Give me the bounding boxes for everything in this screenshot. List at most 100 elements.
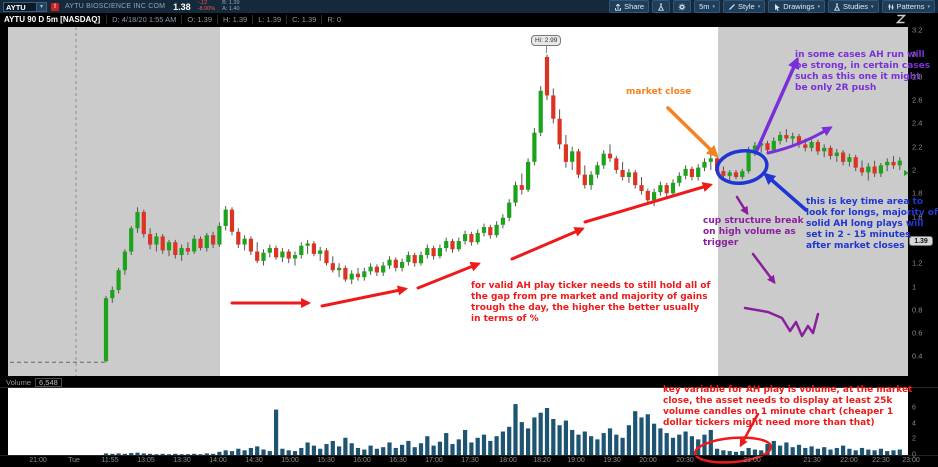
candle-body — [670, 182, 676, 194]
bid: B: 1.39 — [222, 0, 240, 6]
volume-bar — [406, 440, 411, 455]
volume-bar — [292, 451, 298, 455]
candle-body — [513, 185, 518, 203]
volume-bar — [557, 425, 562, 455]
candle-body — [570, 151, 575, 162]
studies-button[interactable]: Studies ▾ — [828, 0, 879, 13]
premarket-session-bg — [8, 27, 220, 376]
price-tick-label: 1.2 — [912, 258, 923, 268]
ohlc-segment: H: 1.39 — [217, 15, 252, 24]
candle-body — [311, 243, 316, 254]
button-label: Share — [624, 2, 645, 11]
candle-body — [387, 259, 392, 266]
time-tick-label: 18:20 — [533, 457, 551, 464]
volume-bar — [500, 431, 505, 455]
candle-body — [721, 171, 726, 176]
candle-body — [689, 168, 694, 177]
volume-bar — [160, 453, 165, 455]
candle-body — [796, 136, 802, 145]
volume-bar — [822, 447, 827, 455]
ohlc-segment: C: 1.39 — [286, 15, 321, 24]
volume-bar — [752, 449, 757, 455]
annotation-arrow — [751, 252, 776, 285]
candle-body — [853, 157, 858, 168]
annotation-arrow — [320, 285, 408, 308]
time-axis[interactable] — [0, 455, 938, 467]
5m-button[interactable]: 5m ▾ — [694, 0, 721, 13]
ohlc-segment: R: 0 — [321, 15, 346, 24]
candle-body — [702, 161, 707, 168]
flask-button[interactable] — [652, 0, 671, 13]
candle-body — [110, 289, 115, 299]
candle-body — [696, 167, 701, 177]
time-tick-label: 20:00 — [639, 457, 657, 464]
volume-bar — [129, 453, 134, 455]
share-button[interactable]: Share — [609, 0, 650, 13]
ohlc-segment: L: 1.39 — [252, 15, 286, 24]
volume-bar — [589, 436, 594, 455]
candle-body — [437, 248, 442, 257]
volume-bar — [122, 453, 127, 455]
annotation-cup-structure: cup structure break on high volume as tr… — [703, 216, 804, 248]
time-tick-label: 22:30 — [872, 457, 890, 464]
candle-body — [463, 234, 468, 242]
price-tick-label: 0.6 — [912, 328, 923, 338]
volume-bar — [318, 448, 323, 455]
candle-body — [607, 153, 613, 159]
ohlc-segment: O: 1.39 — [181, 15, 217, 24]
candles — [103, 54, 902, 363]
candle-body — [242, 238, 247, 245]
alert-badge[interactable]: ! — [51, 2, 59, 11]
gear-button[interactable] — [673, 0, 692, 13]
candle-body — [633, 172, 638, 186]
gear-icon — [678, 3, 686, 10]
candle-body — [765, 143, 770, 151]
volume-bar — [154, 454, 159, 455]
flask-icon — [658, 3, 665, 11]
volume-bar — [664, 433, 669, 455]
candle-body — [305, 243, 310, 246]
volume-bar — [828, 449, 833, 455]
candle-body — [299, 245, 304, 256]
volume-bar — [683, 431, 688, 455]
volume-bar — [418, 443, 424, 455]
regular-session-bg — [220, 27, 718, 376]
candle-body — [500, 217, 505, 225]
volume-bar — [670, 437, 676, 455]
annotation-ellipse — [693, 436, 773, 464]
volume-bar — [481, 434, 487, 455]
candle-body — [148, 234, 153, 245]
volume-bar — [400, 444, 405, 455]
ticker-dropdown-icon[interactable]: ▾ — [37, 1, 47, 12]
volume-bar — [809, 446, 814, 455]
dropdown-caret-icon: ▾ — [871, 3, 874, 10]
annotation-arrow — [510, 227, 585, 261]
style-button[interactable]: Style ▾ — [723, 0, 766, 13]
volume-bar — [211, 453, 216, 455]
candle-body — [664, 185, 669, 194]
volume-bar — [450, 444, 455, 455]
candle-body — [771, 140, 776, 151]
volume-tick-label: 2 — [912, 435, 916, 443]
volume-bar — [771, 440, 776, 455]
candle-body — [368, 266, 373, 272]
drawings-button[interactable]: Drawings ▾ — [768, 0, 825, 13]
volume-bar — [803, 447, 808, 455]
candle-body — [841, 152, 846, 162]
ticker-input[interactable]: AYTU — [3, 1, 37, 12]
patterns-button[interactable]: Patterns ▾ — [881, 0, 935, 13]
candle-body — [116, 270, 121, 290]
volume-bar — [248, 447, 253, 455]
volume-bar — [337, 446, 342, 455]
maximize-chart-icon[interactable] — [896, 14, 906, 24]
candle-body — [475, 232, 480, 243]
volume-bar — [305, 442, 310, 455]
candle-body — [557, 118, 562, 145]
candle-body — [815, 142, 820, 152]
candle-body — [544, 56, 550, 96]
candle-body — [658, 185, 663, 193]
flask-icon — [833, 3, 841, 11]
high-price-bubble: Hi: 2.99 — [531, 35, 562, 46]
candle-body — [450, 241, 455, 250]
